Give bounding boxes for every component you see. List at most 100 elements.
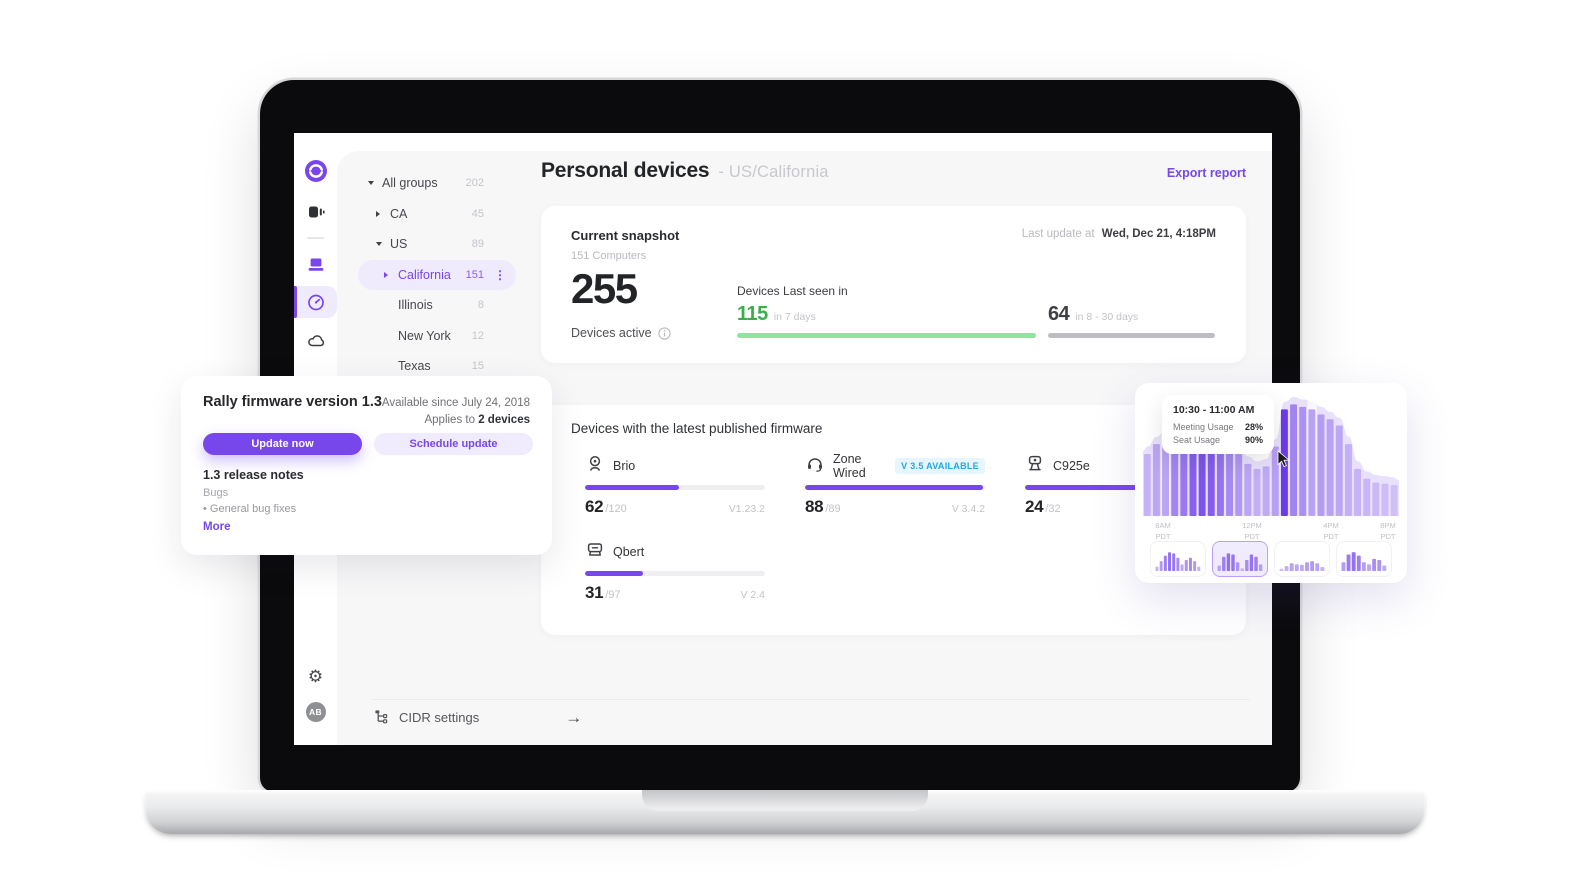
usage-bar[interactable] (1317, 414, 1325, 516)
account-avatar[interactable]: AB (294, 696, 337, 728)
thumbnail-mini-chart (1341, 552, 1387, 571)
usage-bar[interactable] (1226, 439, 1234, 516)
usage-bar[interactable] (1335, 425, 1343, 516)
usage-bar[interactable] (1244, 463, 1252, 516)
tree-item-all-groups[interactable]: All groups 202 (358, 168, 516, 199)
firmware-progress-track (585, 485, 765, 490)
release-notes-title: 1.3 release notes (203, 468, 304, 482)
insights-nav-icon-active[interactable] (294, 286, 337, 318)
footer-divider (372, 699, 1250, 700)
tree-item-new-york[interactable]: New York 12 (358, 321, 516, 352)
cidr-arrow-icon[interactable]: → (565, 707, 583, 727)
usage-bar[interactable] (1308, 409, 1316, 516)
applies-value: 2 devices (478, 413, 530, 426)
usage-bar[interactable] (1363, 478, 1371, 516)
kebab-menu-icon[interactable]: ⋮ (494, 267, 506, 282)
usage-bar[interactable] (1390, 485, 1398, 516)
firmware-progress-fill (585, 571, 643, 576)
gauge-icon (307, 294, 324, 311)
cloud-nav-icon[interactable] (294, 325, 337, 357)
info-icon[interactable] (657, 326, 671, 340)
chevron-right-icon (376, 210, 390, 217)
usage-bar[interactable] (1381, 483, 1389, 516)
tree-item-label: All groups (382, 176, 438, 191)
usage-bar[interactable] (1344, 444, 1352, 516)
release-card: Rally firmware version 1.3 Available sin… (181, 376, 552, 555)
device-total-count: /97 (605, 589, 621, 601)
tree-item-label: New York (398, 328, 451, 343)
schedule-update-button[interactable]: Schedule update (374, 433, 533, 455)
device-updated-count: 31 (585, 583, 604, 602)
device-counts: 62/120 V1.23.2 (585, 497, 765, 517)
firmware-card: Devices with the latest published firmwa… (541, 405, 1246, 635)
gear-icon: ⚙ (307, 666, 324, 687)
device-counts: 88/89 V 3.4.2 (805, 497, 985, 517)
cidr-settings-row[interactable]: CIDR settings → (374, 706, 582, 728)
tree-item-texas[interactable]: Texas 15 (358, 351, 516, 382)
usage-bar[interactable] (1162, 436, 1170, 516)
laptop-icon (308, 258, 323, 271)
device-updated-count: 88 (805, 497, 824, 516)
cidr-tree-icon (375, 710, 388, 724)
usage-bar[interactable] (1290, 404, 1298, 516)
usage-bar[interactable] (1299, 406, 1307, 516)
usage-bar[interactable] (1326, 419, 1334, 516)
usage-bar[interactable] (1235, 454, 1243, 516)
axis-label-8am: 8AM PDT (1155, 520, 1170, 543)
tree-item-count: 89 (471, 238, 484, 251)
chevron-down-icon (376, 242, 390, 247)
more-link[interactable]: More (203, 521, 231, 533)
speakerphone-icon (585, 541, 605, 563)
chart-thumbnail-3[interactable] (1274, 541, 1330, 577)
device-name: C925e (1053, 459, 1090, 473)
chart-thumbnail-1[interactable] (1150, 541, 1206, 577)
device-name: Zone Wired (833, 452, 866, 480)
sidebar-divider (307, 237, 324, 239)
active-indicator-bar (294, 286, 297, 318)
seen-30-value: 64 (1048, 303, 1070, 325)
export-report-link[interactable]: Export report (1166, 166, 1246, 180)
tree-item-illinois[interactable]: Illinois 8 (358, 290, 516, 321)
device-firmware-brio: Brio 62/120 V1.23.2 (585, 456, 765, 517)
last-update: Last update at Wed, Dec 21, 4:18PM (1022, 228, 1216, 240)
computers-nav-icon[interactable] (294, 249, 337, 281)
usage-bar[interactable] (1143, 454, 1151, 516)
tree-item-us[interactable]: US 89 (358, 229, 516, 260)
tree-item-label: California (398, 267, 451, 282)
device-counts: 31/97 V 2.4 (585, 583, 765, 603)
thumbnail-mini-chart (1279, 561, 1325, 571)
device-updated-count: 24 (1025, 497, 1044, 516)
current-snapshot-card: Current snapshot 151 Computers Last upda… (541, 206, 1246, 363)
chart-thumbnail-4[interactable] (1336, 541, 1392, 577)
tree-item-count: 15 (471, 360, 484, 373)
axis-time: 12PM (1242, 521, 1262, 530)
webcam2-icon (1025, 455, 1045, 477)
video-bar-icon (308, 206, 325, 218)
settings-nav-icon[interactable]: ⚙ (294, 661, 337, 693)
firmware-progress-fill (1025, 485, 1160, 490)
release-applies: Applies to 2 devices (382, 412, 530, 429)
tree-item-count: 8 (477, 299, 484, 312)
usage-bar[interactable] (1372, 482, 1380, 516)
usage-bar[interactable] (1152, 444, 1160, 516)
usage-chart[interactable] (1143, 392, 1399, 516)
page-header: Personal devices - US/California Export … (541, 159, 1246, 183)
tooltip-seat-label: Seat Usage (1173, 435, 1221, 445)
update-now-button[interactable]: Update now (203, 433, 362, 455)
tree-item-ca[interactable]: CA 45 (358, 199, 516, 230)
axis-label-4pm: 4PM PDT (1323, 520, 1338, 543)
axis-zone: PDT (1380, 532, 1396, 542)
tree-item-california[interactable]: California 151 ⋮ (358, 259, 516, 290)
sync-logo-icon[interactable] (294, 155, 337, 187)
version-available-badge[interactable]: V 3.5 AVAILABLE (895, 458, 985, 474)
tree-item-label: CA (390, 206, 408, 221)
device-total-count: /32 (1045, 503, 1061, 515)
tree-item-label: US (390, 237, 408, 252)
usage-bar[interactable] (1253, 468, 1261, 516)
usage-bar[interactable] (1262, 466, 1270, 516)
headset-icon (805, 455, 825, 477)
usage-bar[interactable] (1271, 446, 1279, 516)
video-bar-nav-icon[interactable] (294, 196, 337, 228)
usage-bar[interactable] (1354, 468, 1362, 516)
chart-thumbnail-2[interactable] (1212, 541, 1268, 577)
